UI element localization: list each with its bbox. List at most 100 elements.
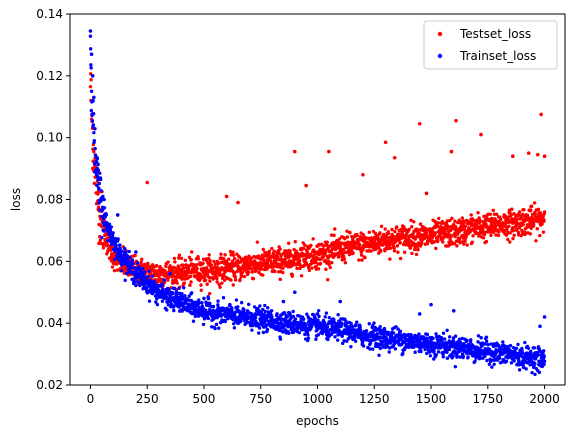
data-point	[190, 291, 194, 295]
data-point	[249, 311, 253, 316]
data-point	[377, 353, 381, 357]
data-point	[90, 119, 95, 123]
data-point	[153, 294, 158, 298]
data-point	[326, 278, 330, 282]
data-point	[253, 316, 258, 320]
data-point	[490, 365, 494, 369]
data-point	[270, 246, 274, 251]
data-point	[481, 227, 485, 231]
outlier-point	[168, 271, 172, 276]
data-point	[188, 283, 192, 287]
data-point	[187, 294, 191, 298]
data-point	[469, 213, 473, 217]
data-point	[130, 258, 135, 262]
data-point	[247, 254, 251, 258]
data-point	[190, 250, 194, 254]
data-point	[197, 301, 201, 305]
data-point	[379, 249, 383, 253]
data-point	[155, 297, 159, 301]
data-point	[497, 356, 502, 360]
data-point	[207, 253, 211, 257]
data-point	[484, 335, 489, 339]
data-point	[310, 266, 314, 270]
data-point	[511, 345, 516, 350]
data-point	[353, 323, 358, 327]
x-axis-label: epochs	[296, 414, 339, 428]
data-point	[215, 276, 219, 281]
data-point	[189, 280, 193, 284]
data-point	[336, 255, 341, 259]
data-point	[378, 324, 382, 329]
data-point	[431, 336, 435, 341]
data-point	[252, 259, 257, 263]
data-point	[441, 331, 446, 335]
data-point	[370, 347, 375, 351]
data-point	[140, 277, 144, 282]
data-point	[182, 305, 186, 310]
y-tick-label: 0.12	[36, 69, 63, 83]
data-point	[215, 259, 220, 264]
data-point	[402, 225, 406, 229]
data-point	[93, 146, 97, 151]
data-point	[206, 296, 211, 301]
data-point	[166, 303, 171, 307]
data-point	[350, 325, 354, 329]
data-point	[172, 256, 177, 261]
data-point	[491, 230, 496, 234]
data-point	[115, 268, 120, 272]
outlier-point	[145, 180, 149, 185]
data-point	[542, 362, 546, 367]
data-point	[522, 208, 526, 212]
outlier-point	[417, 121, 422, 126]
data-point	[154, 300, 158, 304]
data-point	[409, 218, 413, 223]
data-point	[494, 233, 498, 237]
data-point	[104, 213, 109, 217]
outlier-point	[315, 312, 320, 316]
data-point	[402, 250, 407, 254]
data-point	[96, 175, 100, 179]
data-point	[523, 340, 527, 345]
data-point	[411, 232, 415, 236]
data-point	[361, 248, 365, 252]
data-point	[361, 233, 366, 237]
data-point	[462, 221, 466, 225]
outlier-point	[539, 112, 543, 117]
data-point	[517, 360, 521, 364]
data-point	[234, 298, 239, 302]
data-point	[250, 328, 254, 332]
outlier-point	[429, 302, 433, 307]
data-point	[106, 238, 110, 243]
data-point	[249, 267, 254, 271]
data-point	[434, 332, 438, 336]
data-point	[160, 288, 165, 292]
data-point	[269, 259, 273, 263]
data-point	[293, 240, 297, 244]
data-point	[484, 339, 489, 344]
data-point	[517, 210, 522, 214]
data-point	[205, 282, 209, 286]
data-point	[489, 233, 493, 237]
data-point	[89, 89, 94, 94]
outlier-point	[538, 324, 542, 329]
data-point	[503, 344, 507, 348]
data-point	[332, 233, 336, 238]
data-point	[460, 336, 465, 341]
data-point	[303, 243, 307, 247]
outlier-point	[542, 315, 547, 319]
data-point	[369, 249, 373, 253]
data-point	[523, 232, 527, 237]
data-point	[445, 350, 449, 354]
data-point	[328, 265, 332, 270]
data-point	[392, 246, 396, 250]
data-point	[226, 316, 230, 321]
x-axis-ticks: 0 250 500 750 1000 1250 1500 1750 2000	[87, 385, 560, 406]
outlier-point	[304, 183, 308, 188]
data-point	[204, 308, 208, 313]
data-point	[483, 342, 487, 346]
data-point	[418, 228, 422, 232]
data-point	[427, 350, 432, 354]
data-point	[209, 263, 214, 267]
data-point	[345, 235, 350, 239]
